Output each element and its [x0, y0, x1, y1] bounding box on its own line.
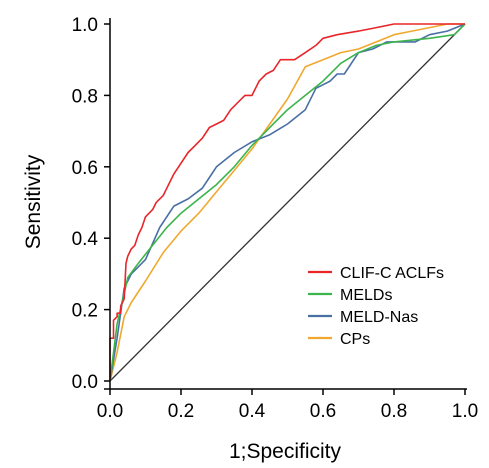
legend-label-meld-nas: MELD-Nas — [340, 309, 418, 326]
legend-label-clif-c-aclfs: CLIF-C ACLFs — [340, 265, 444, 282]
y-axis-label: Sensitivity — [22, 154, 45, 249]
series-line-melds — [109, 23, 466, 382]
plot-area — [109, 23, 466, 382]
series-line-clif-c-aclfs — [109, 23, 465, 381]
x-tick-label: 0.4 — [239, 401, 266, 422]
y-tick-label: 0.8 — [72, 86, 98, 107]
y-tick-label: 1.0 — [72, 15, 98, 36]
x-tick-label: 1.0 — [452, 401, 478, 422]
axes: 0.0 0.2 0.4 0.6 0.8 1.0 0.0 0.2 0.4 0.6 0.8 1.0 — [72, 15, 479, 422]
reference-diagonal-line — [109, 23, 466, 382]
series-line-cps — [109, 23, 465, 382]
legend-label-cps: CPs — [340, 331, 370, 348]
x-tick-label: 0.8 — [381, 401, 407, 422]
x-tick-label: 0.6 — [310, 401, 336, 422]
x-tick-label: 0.2 — [168, 401, 194, 422]
y-tick-label: 0.2 — [72, 301, 98, 322]
y-tick-label: 0.4 — [72, 229, 99, 250]
legend: CLIF-C ACLFs MELDs MELD-Nas CPs — [308, 265, 444, 348]
y-tick-label: 0.0 — [72, 372, 98, 393]
y-tick-label: 0.6 — [72, 158, 98, 179]
legend-label-melds: MELDs — [340, 287, 392, 304]
x-axis-label: 1;Specificity — [229, 440, 342, 463]
x-tick-label: 0.0 — [97, 401, 123, 422]
